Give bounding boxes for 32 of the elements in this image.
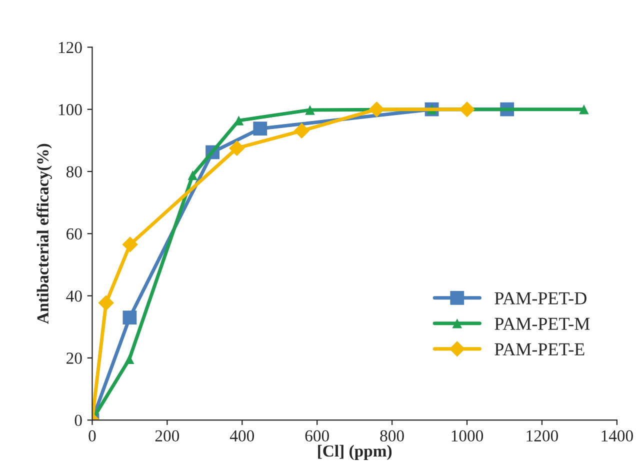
legend-label: PAM-PET-E: [494, 343, 584, 356]
y-axis-title: Antibacterial efficacy(%): [36, 144, 52, 324]
point: [229, 140, 245, 156]
x-tick-label: 600: [305, 430, 329, 442]
point: [122, 310, 137, 324]
y-tick-label: 80: [66, 166, 82, 178]
y-tick-label: 40: [66, 290, 82, 302]
point: [188, 170, 198, 180]
y-tick-label: 60: [66, 228, 82, 240]
x-tick-label: 800: [380, 430, 404, 442]
y-tick-label: 100: [58, 104, 82, 116]
y-tick-label: 20: [66, 352, 82, 364]
x-tick-label: 400: [230, 430, 254, 442]
point: [122, 236, 138, 252]
point: [459, 101, 475, 118]
point: [305, 105, 315, 115]
point: [98, 295, 114, 311]
x-axis-title: [Cl] (ppm): [318, 444, 392, 460]
legend-label: PAM-PET-D: [494, 292, 586, 304]
y-tick-label: 0: [74, 414, 82, 426]
point: [294, 122, 310, 139]
x-tick-label: 200: [155, 430, 180, 442]
x-tick-label: 1200: [526, 430, 558, 442]
point: [368, 101, 385, 118]
point: [253, 122, 268, 136]
point: [124, 354, 134, 364]
y-tick-label: 120: [58, 42, 82, 54]
x-tick-label: 0: [88, 430, 96, 442]
x-tick-label: 1000: [452, 430, 484, 442]
legend-label: PAM-PET-M: [494, 318, 590, 330]
x-tick-label: 1400: [602, 430, 633, 442]
point: [579, 104, 589, 114]
